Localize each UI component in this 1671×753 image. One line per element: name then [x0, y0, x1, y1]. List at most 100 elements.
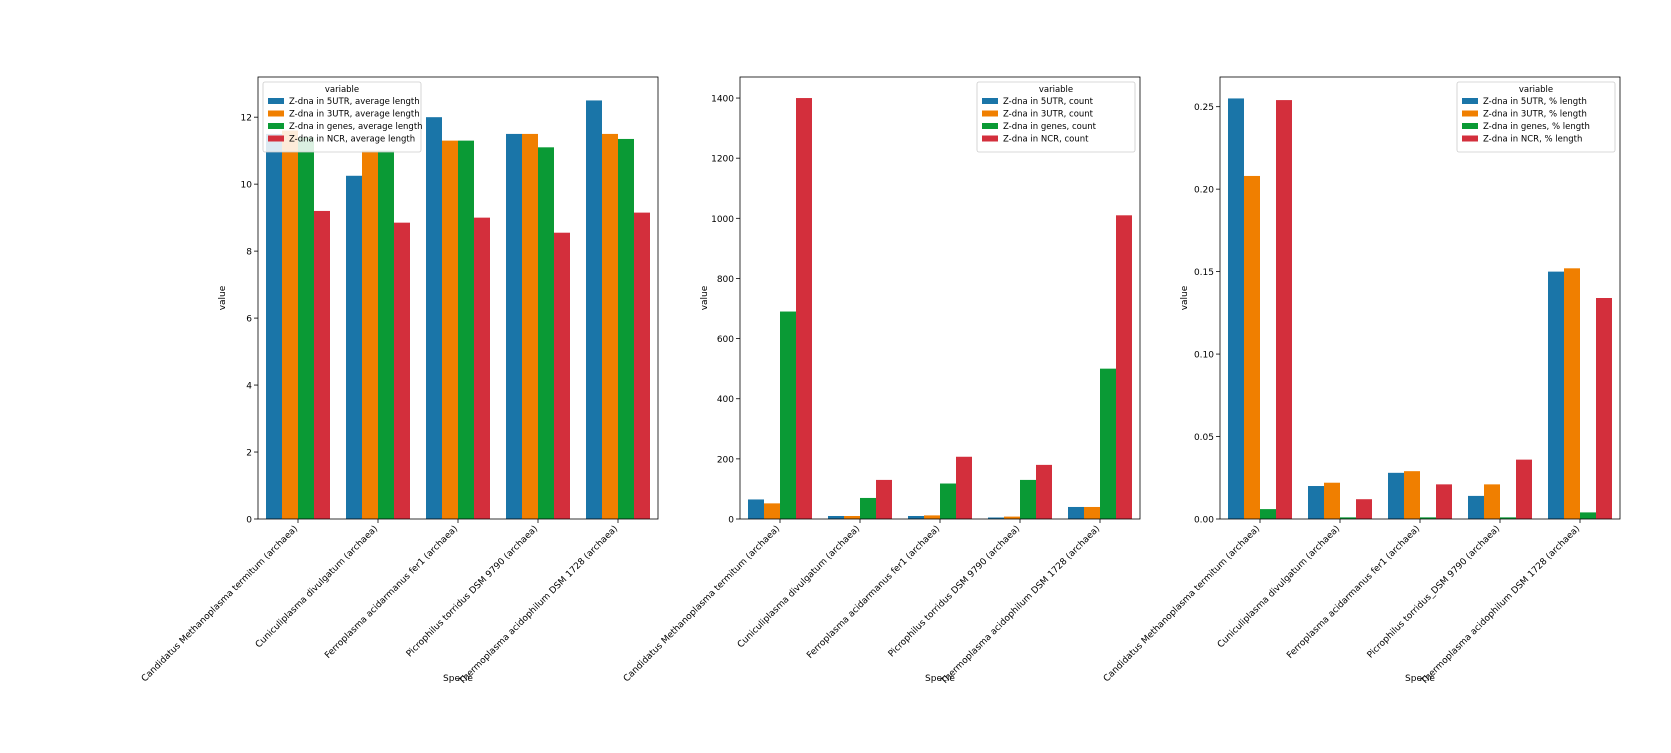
bar — [1020, 479, 1036, 519]
legend-entry: Z-dna in NCR, count — [1003, 135, 1089, 145]
legend: variable Z-dna in 5UTR, average length Z-d… — [262, 81, 423, 153]
bar — [796, 98, 812, 520]
bar — [362, 150, 378, 519]
bar — [618, 138, 634, 520]
legend-entry: Z-dna in genes, count — [1003, 122, 1097, 132]
bar — [506, 133, 522, 519]
legend: variable Z-dna in 5UTR, count Z-dna in 3UT… — [976, 81, 1136, 153]
y-tick-label: 200 — [717, 455, 734, 465]
legend-entry: Z-dna in 5UTR, average length — [289, 97, 420, 107]
legend-swatch — [268, 123, 284, 129]
y-tick-label: 10 — [241, 181, 253, 191]
x-tick-label: Candidatus Methanoplasma termitum (archa… — [140, 524, 300, 684]
bar — [1500, 517, 1516, 519]
y-tick-label: 4 — [246, 382, 252, 392]
bar — [474, 217, 490, 520]
legend-title: variable — [325, 85, 359, 95]
bar — [908, 515, 924, 519]
bar — [1084, 506, 1100, 519]
y-tick-label: 6 — [246, 315, 252, 325]
bar — [1436, 484, 1452, 519]
bar — [1228, 98, 1244, 519]
bar — [586, 100, 602, 519]
bar — [634, 212, 650, 519]
y-axis-label: value — [1180, 285, 1190, 310]
x-tick-label: Picrophilus torridus DSM 9790 (archaea) — [887, 524, 1022, 659]
bar — [602, 133, 618, 519]
legend-swatch — [982, 135, 998, 142]
legend-swatch — [1462, 110, 1478, 117]
y-tick-label: 1000 — [711, 215, 734, 225]
legend-entry: Z-dna in NCR, % length — [1483, 135, 1582, 145]
legend: variable Z-dna in 5UTR, % length Z-dna in … — [1456, 81, 1616, 153]
y-tick-label: 12 — [241, 114, 252, 124]
bar — [780, 311, 796, 519]
bar — [378, 150, 394, 519]
x-axis-label: Specie — [1405, 674, 1435, 684]
y-tick-label: 8 — [246, 248, 252, 258]
y-tick-label: 0.20 — [1194, 186, 1214, 196]
bar — [522, 133, 538, 519]
bar — [1404, 471, 1420, 519]
y-tick-label: 0.00 — [1194, 516, 1214, 526]
chart-1: 0 2 4 6 8 10 12 Candidatus Methanoplasma termit… — [140, 76, 659, 688]
legend-swatch — [268, 110, 284, 117]
bar — [394, 222, 410, 519]
y-tick-label: 400 — [717, 395, 734, 405]
bar — [282, 130, 298, 520]
legend-entry: Z-dna in genes, % length — [1483, 122, 1590, 132]
legend-entry: Z-dna in 3UTR, % length — [1483, 110, 1587, 120]
bar — [1244, 175, 1260, 519]
y-tick-label: 600 — [717, 335, 734, 345]
y-tick-label: 0 — [728, 516, 734, 526]
bar — [876, 479, 892, 519]
bar — [1004, 516, 1020, 519]
bar — [1484, 484, 1500, 519]
x-tick-label: Ferroplasma acidarmanus fer1 (archaea) — [323, 524, 460, 661]
y-tick-label: 800 — [717, 275, 734, 285]
legend-swatch — [1462, 135, 1478, 142]
bar — [1276, 100, 1292, 520]
x-tick-label: Thermoplasma acidophilum DSM 1728 (archa… — [1419, 524, 1583, 688]
bar — [426, 117, 442, 519]
x-axis-label: Specie — [925, 674, 955, 684]
x-tick-label: Thermoplasma acidophilum DSM 1728 (archa… — [939, 524, 1103, 688]
bar — [940, 483, 956, 519]
x-tick-label: Picrophilus torridus DSM 9790 (archaea) — [405, 524, 540, 659]
bar — [1116, 215, 1132, 519]
bar — [988, 517, 1004, 519]
bar — [298, 137, 314, 520]
bar — [1036, 464, 1052, 519]
legend-entry: Z-dna in genes, average length — [289, 122, 423, 132]
legend-entry: Z-dna in 5UTR, count — [1003, 97, 1094, 107]
legend-swatch — [1462, 98, 1478, 104]
bar — [346, 175, 362, 519]
legend-entry: Z-dna in 3UTR, count — [1003, 110, 1094, 120]
x-tick-label: Thermoplasma acidophilum DSM 1728 (archa… — [457, 524, 621, 688]
bar — [1516, 459, 1532, 519]
bar — [1420, 517, 1436, 519]
legend-swatch — [982, 123, 998, 129]
y-tick-label: 0.05 — [1194, 433, 1214, 443]
legend-entry: Z-dna in NCR, average length — [289, 135, 415, 145]
legend-box — [1456, 81, 1616, 153]
y-axis-label: value — [218, 285, 228, 310]
x-tick-label: Ferroplasma acidarmanus fer1 (archaea) — [805, 524, 942, 661]
y-tick-label: 0.15 — [1194, 268, 1214, 278]
bar — [1068, 506, 1084, 519]
bar — [458, 140, 474, 519]
bar — [828, 515, 844, 519]
bar — [1356, 499, 1372, 519]
y-tick-label: 1400 — [711, 95, 734, 105]
y-tick-label: 0 — [246, 516, 252, 526]
x-tick-label: Candidatus Methanoplasma termitum (archa… — [622, 524, 782, 684]
bar — [1564, 268, 1580, 519]
x-tick-label: Candidatus Methanoplasma termitum (archa… — [1102, 524, 1262, 684]
bar — [748, 499, 764, 519]
bar — [1596, 298, 1612, 519]
x-tick-label: Ferroplasma acidarmanus fer1 (archaea) — [1285, 524, 1422, 661]
bar — [1468, 495, 1484, 519]
legend-title: variable — [1519, 85, 1553, 95]
chart-3: 0.00 0.05 0.10 0.15 0.20 0.25 Candidatus Metha… — [1102, 76, 1621, 688]
